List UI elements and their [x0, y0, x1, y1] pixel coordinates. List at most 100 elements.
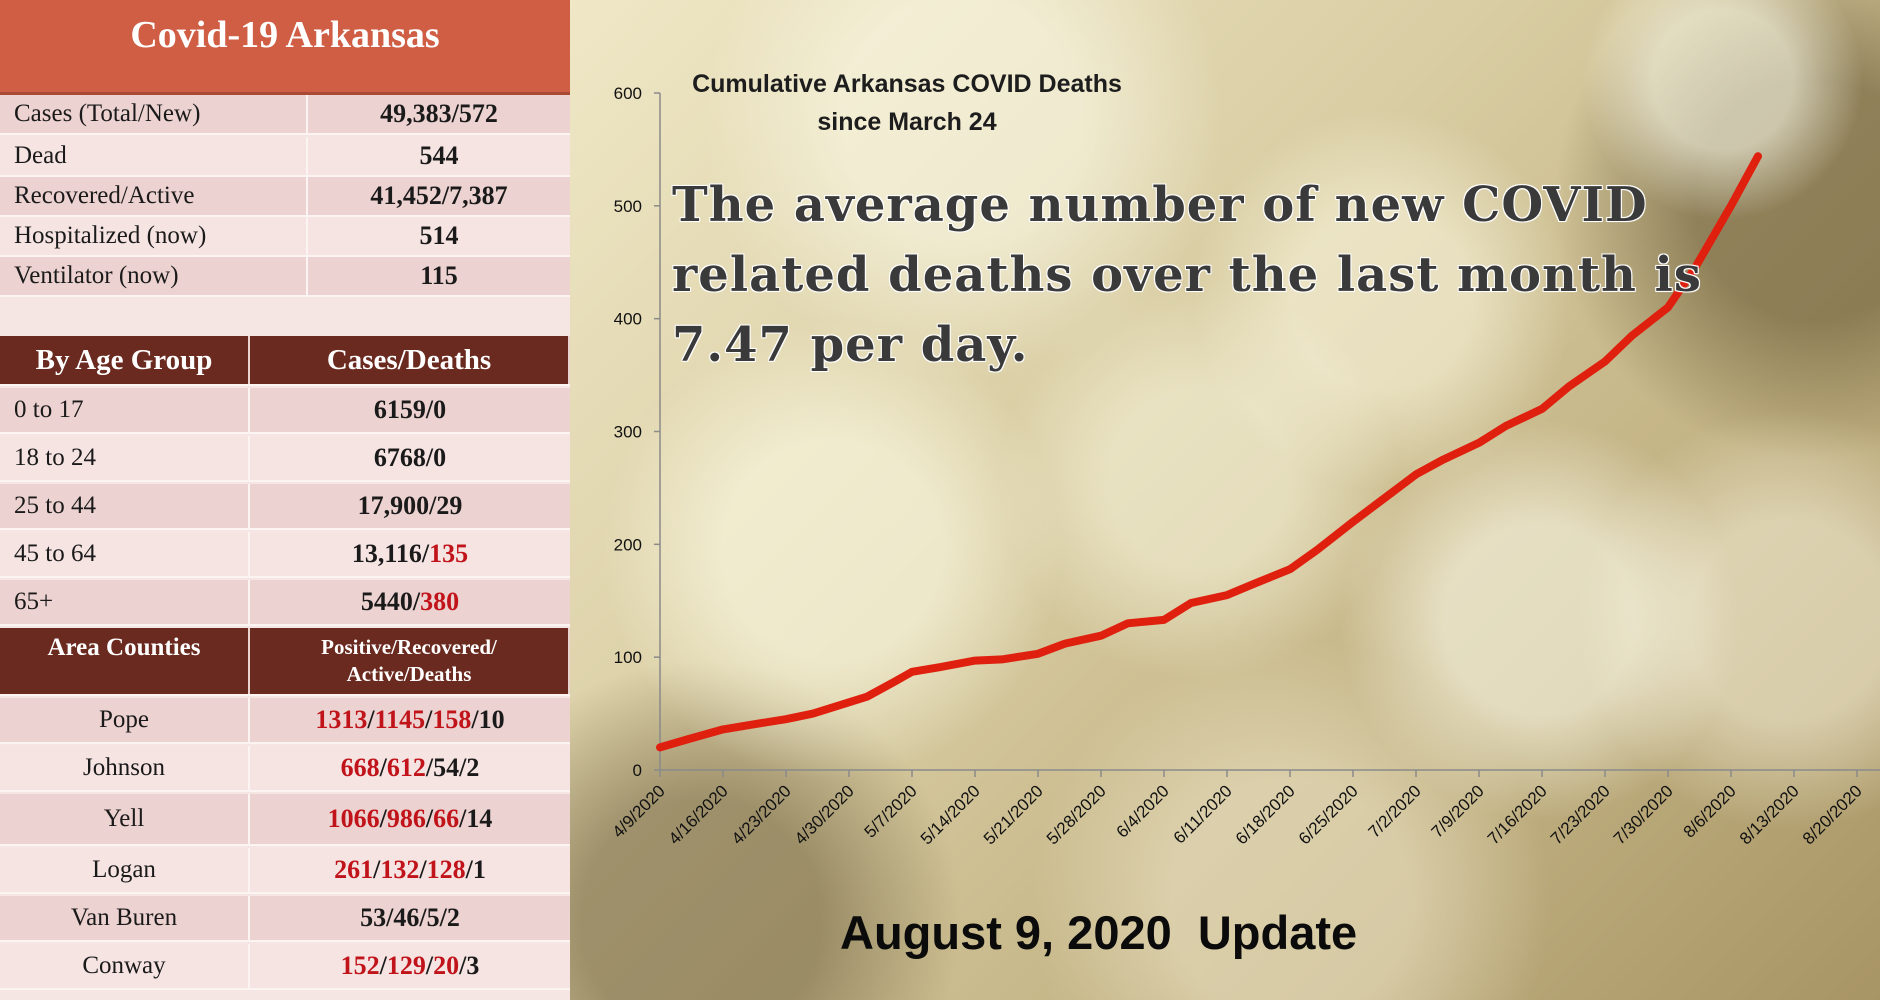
summary-value: 115: [420, 261, 458, 290]
x-tick-label: 6/25/2020: [1295, 781, 1362, 848]
x-tick-label: 4/16/2020: [665, 781, 732, 848]
x-tick-label: 7/9/2020: [1428, 781, 1488, 841]
age-cases: 5440: [360, 587, 413, 616]
county-recovered: 129: [386, 951, 426, 980]
age-group-value: 13,116/135: [250, 532, 570, 576]
x-tick-label: 7/2/2020: [1365, 781, 1425, 841]
county-values: 53/46/5/2: [250, 896, 570, 940]
separator: /: [367, 705, 375, 734]
age-group-label: 25 to 44: [0, 484, 250, 528]
summary-row: Recovered/Active 41,452/7,387: [0, 177, 570, 217]
separator: /: [421, 539, 430, 568]
summary-row: Cases (Total/New) 49,383/572: [0, 95, 570, 135]
age-cases: 17,900: [357, 491, 430, 520]
age-group-value: 17,900/29: [250, 484, 570, 528]
county-values: 1313/1145/158/10: [250, 698, 570, 742]
separator: /: [373, 855, 381, 884]
county-deaths: 2: [466, 753, 480, 782]
county-recovered: 46: [393, 903, 420, 932]
age-group-label: 65+: [0, 580, 250, 624]
county-row: Pope 1313/1145/158/10: [0, 698, 570, 744]
separator: /: [379, 951, 387, 980]
county-header-col1: Area Counties: [0, 628, 250, 694]
age-group-value: 6768/0: [250, 436, 570, 480]
summary-label: Cases (Total/New): [0, 95, 308, 133]
county-header: Area Counties Positive/Recovered/Active/D…: [0, 628, 570, 696]
age-deaths: 0: [433, 443, 447, 472]
separator: /: [425, 753, 434, 782]
x-tick-label: 4/9/2020: [609, 781, 669, 841]
x-tick-label: 7/16/2020: [1484, 781, 1551, 848]
county-positive: 53: [360, 903, 387, 932]
x-tick-label: 8/6/2020: [1680, 781, 1740, 841]
stats-table: Covid-19 Arkansas Cases (Total/New) 49,38…: [0, 0, 570, 1000]
age-group-row: 25 to 44 17,900/29: [0, 484, 570, 530]
separator: /: [386, 903, 394, 932]
age-group-label: 0 to 17: [0, 388, 250, 432]
x-tick-label: 5/7/2020: [861, 781, 921, 841]
county-values: 152/129/20/3: [250, 944, 570, 988]
separator: /: [419, 903, 427, 932]
y-tick-label: 600: [614, 84, 642, 103]
y-tick-label: 300: [614, 423, 642, 442]
age-header-col1: By Age Group: [0, 336, 250, 384]
x-tick-label: 6/18/2020: [1232, 781, 1299, 848]
separator: /: [379, 804, 387, 833]
y-tick-label: 500: [614, 197, 642, 216]
county-active: 158: [432, 705, 472, 734]
county-recovered: 612: [386, 753, 426, 782]
separator: /: [425, 951, 434, 980]
separator: /: [425, 443, 434, 472]
summary-value: 49,383/572: [380, 99, 498, 128]
table-title: Covid-19 Arkansas: [0, 0, 570, 95]
separator: /: [425, 395, 434, 424]
chart-title-line2: since March 24: [817, 108, 997, 136]
county-row: Johnson 668/612/54/2: [0, 746, 570, 792]
x-tick-label: 5/28/2020: [1043, 781, 1110, 848]
county-name: Conway: [0, 944, 250, 988]
county-positive: 152: [340, 951, 380, 980]
summary-row: Dead 544: [0, 137, 570, 177]
summary-label: Dead: [0, 137, 308, 175]
y-tick-label: 200: [614, 535, 642, 554]
county-row: Conway 152/129/20/3: [0, 944, 570, 990]
age-group-label: 45 to 64: [0, 532, 250, 576]
age-group-row: 65+ 5440/380: [0, 580, 570, 626]
county-header-line1: Positive/Recovered/: [321, 635, 497, 659]
y-tick-label: 0: [633, 761, 642, 780]
county-recovered: 1145: [374, 705, 426, 734]
age-deaths: 29: [436, 491, 463, 520]
summary-label: Recovered/Active: [0, 177, 308, 215]
x-tick-label: 8/20/2020: [1799, 781, 1866, 848]
x-tick-label: 8/13/2020: [1736, 781, 1803, 848]
county-name: Van Buren: [0, 896, 250, 940]
separator: /: [425, 705, 433, 734]
county-row: Van Buren 53/46/5/2: [0, 896, 570, 942]
summary-row: Hospitalized (now) 514: [0, 217, 570, 257]
county-header-line2: Active/Deaths: [346, 662, 472, 686]
county-name: Pope: [0, 698, 250, 742]
update-date: August 9, 2020 Update: [840, 906, 1358, 959]
age-group-label: 18 to 24: [0, 436, 250, 480]
age-group-header: By Age Group Cases/Deaths: [0, 336, 570, 386]
county-name: Logan: [0, 848, 250, 892]
summary-label: Ventilator (now): [0, 257, 308, 295]
x-tick-label: 6/11/2020: [1170, 781, 1236, 847]
county-positive: 1313: [315, 705, 368, 734]
age-deaths: 135: [429, 539, 469, 568]
age-cases: 6159: [373, 395, 426, 424]
separator: /: [459, 804, 467, 833]
county-values: 1066/986/66/14: [250, 794, 570, 844]
age-group-row: 18 to 24 6768/0: [0, 436, 570, 482]
age-cases: 6768: [373, 443, 426, 472]
separator: /: [439, 903, 447, 932]
county-deaths: 10: [478, 705, 505, 734]
county-name: Johnson: [0, 746, 250, 790]
x-tick-label: 5/21/2020: [980, 781, 1047, 848]
county-values: 668/612/54/2: [250, 746, 570, 790]
x-tick-label: 7/23/2020: [1547, 781, 1614, 848]
separator: /: [459, 951, 467, 980]
separator: /: [419, 855, 427, 884]
x-tick-label: 4/23/2020: [728, 781, 795, 848]
county-active: 54: [433, 753, 460, 782]
